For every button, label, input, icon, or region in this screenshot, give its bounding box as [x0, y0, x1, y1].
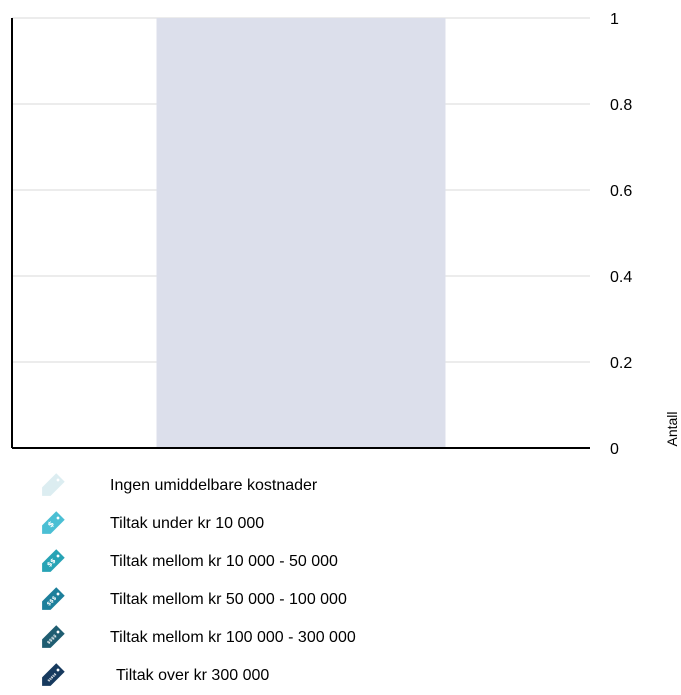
y-tick-label: 1: [610, 11, 619, 28]
price-tag-symbol: $$$$: [46, 633, 58, 645]
price-tag-icon: $$$$$: [42, 663, 65, 686]
price-tag-icon: $: [42, 511, 65, 534]
legend-item: $$$$$ Tiltak over kr 300 000: [36, 657, 636, 695]
y-tick-label: 0.4: [610, 269, 632, 286]
y-tick-label: 0.8: [610, 97, 632, 114]
y-tick-label: 0: [610, 441, 619, 458]
legend-item: $ Tiltak under kr 10 000: [36, 505, 636, 543]
legend: Ingen umiddelbare kostnader $ Tiltak under…: [36, 467, 636, 695]
y-tick-labels: 0 0.2 0.4 0.6 0.8 1: [610, 11, 632, 458]
legend-item: Ingen umiddelbare kostnader: [36, 467, 636, 505]
y-axis-title: Antall: [664, 411, 680, 446]
legend-item: $$$ Tiltak mellom kr 50 000 - 100 000: [36, 581, 636, 619]
price-tag-symbol: $$$$$: [47, 672, 58, 683]
y-tick-label: 0.6: [610, 183, 632, 200]
legend-label: Tiltak mellom kr 50 000 - 100 000: [110, 591, 347, 608]
price-tag-icon: [42, 473, 65, 496]
bar-chart: 0 0.2 0.4 0.6 0.8 1 Antall: [11, 11, 680, 458]
bars: [156, 18, 446, 448]
price-tag-icon: $$: [42, 549, 65, 572]
legend-label: Ingen umiddelbare kostnader: [110, 477, 318, 494]
legend-label: Tiltak over kr 300 000: [116, 667, 270, 684]
y-tick-label: 0.2: [610, 355, 632, 372]
price-tag-icon: $$$$: [42, 625, 65, 648]
bar: [156, 18, 446, 448]
legend-item: $$$$ Tiltak mellom kr 100 000 - 300 000: [36, 619, 636, 657]
price-tag-icon: $$$: [42, 587, 65, 610]
price-tag-symbol: $: [46, 519, 56, 529]
legend-label: Tiltak mellom kr 100 000 - 300 000: [110, 629, 356, 646]
legend-item: $$ Tiltak mellom kr 10 000 - 50 000: [36, 543, 636, 581]
legend-label: Tiltak under kr 10 000: [110, 515, 265, 532]
legend-label: Tiltak mellom kr 10 000 - 50 000: [110, 553, 338, 570]
